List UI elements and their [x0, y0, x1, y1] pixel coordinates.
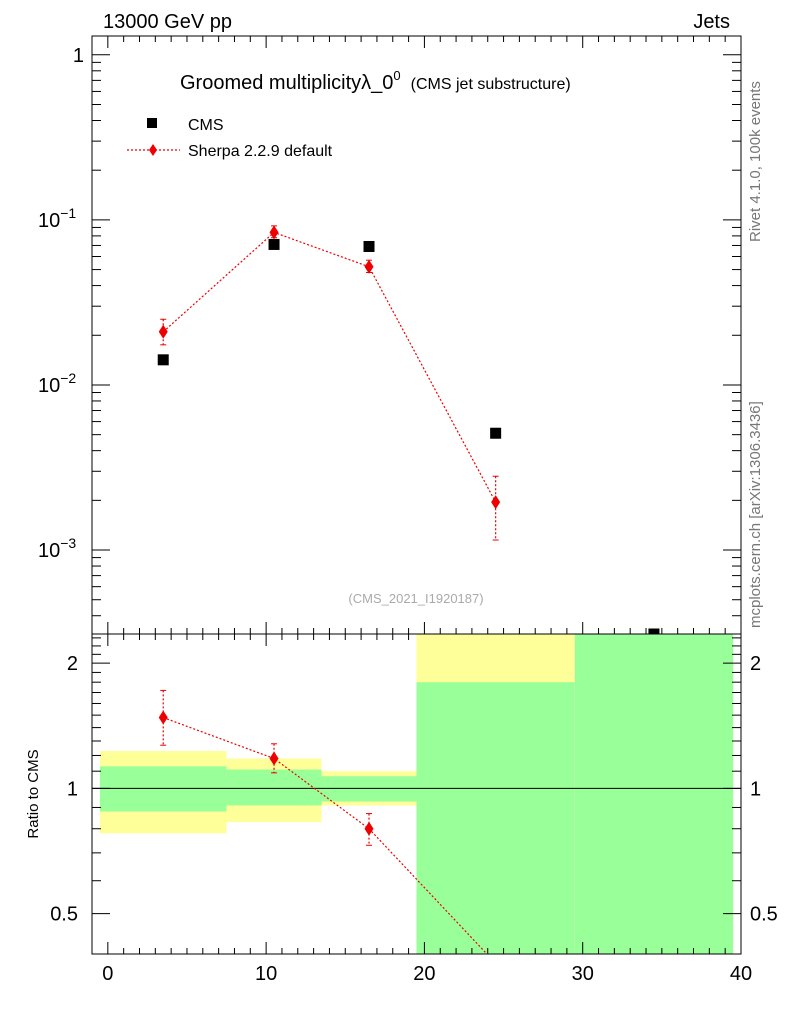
ratio-panel-frame [91, 633, 742, 955]
sherpa-ratio-point [158, 710, 168, 725]
title-subtitle: (CMS jet substructure) [411, 76, 571, 93]
ratio-y-tick-label-right: 2 [750, 653, 761, 675]
ratio-bands-layer [99, 634, 734, 954]
sherpa-ratio-line [163, 716, 488, 954]
stat-uncertainty-band [574, 634, 734, 954]
sherpa-line [162, 231, 497, 503]
legend-cms-marker [147, 118, 157, 128]
y-tick-label: 10−3 [38, 535, 76, 562]
y-tick-label: 10−2 [38, 370, 76, 397]
mcplots-label: mcplots.cern.ch [arXiv:1306.3436] [747, 401, 764, 628]
x-tick-label: 20 [413, 963, 435, 985]
ratio-y-tick-label: 2 [67, 653, 78, 675]
x-tick-labels: 0 10 20 30 40 [102, 963, 752, 985]
main-series-layer [157, 225, 660, 640]
x-tick-label: 10 [255, 963, 277, 985]
x-tick-label: 40 [730, 963, 752, 985]
header-left: 13000 GeV pp [103, 11, 232, 33]
ratio-y-tick-label-right: 0.5 [750, 904, 778, 926]
cms-data-point [363, 240, 375, 252]
stat-uncertainty-band [99, 766, 227, 812]
x-tick-label: 30 [572, 963, 594, 985]
sherpa-data-point [491, 495, 501, 510]
ratio-axis-label: Ratio to CMS [25, 749, 42, 838]
analysis-id: (CMS_2021_I1920187) [348, 591, 483, 606]
cms-data-point [490, 427, 502, 439]
y-tick-label: 10−1 [38, 205, 76, 232]
legend-sherpa-label: Sherpa 2.2.9 default [188, 143, 333, 160]
plot-title: Groomed multiplicityλ_00 (CMS jet substru… [180, 68, 571, 94]
main-axis-ticks: 1 10−1 10−2 10−3 [38, 36, 742, 646]
stat-uncertainty-band [226, 769, 322, 806]
rivet-version-label: Rivet 4.1.0, 100k events [747, 81, 764, 242]
sherpa-ratio-point [364, 821, 374, 836]
sherpa-ratio-point [269, 751, 279, 766]
ratio-y-tick-label: 0.5 [50, 904, 78, 926]
sherpa-data-point [269, 225, 279, 240]
cms-data-point [157, 354, 169, 366]
legend-sherpa-marker [149, 144, 157, 156]
x-tick-label: 0 [102, 963, 113, 985]
title-superscript: 0 [393, 68, 400, 83]
ratio-series-layer [158, 689, 488, 954]
sherpa-data-point [158, 324, 168, 339]
cms-data-point [268, 238, 280, 250]
title-main: Groomed multiplicityλ_0 [180, 72, 393, 94]
legend-cms-label: CMS [188, 117, 224, 134]
header-right: Jets [693, 11, 730, 33]
ratio-y-tick-label-right: 1 [750, 778, 761, 800]
sherpa-data-point [364, 259, 374, 274]
ratio-axis-ticks: 0.5 0.5 1 1 2 2 [50, 637, 778, 955]
y-tick-label: 1 [73, 45, 84, 67]
stat-uncertainty-band [416, 682, 575, 954]
ratio-y-tick-label: 1 [67, 778, 78, 800]
